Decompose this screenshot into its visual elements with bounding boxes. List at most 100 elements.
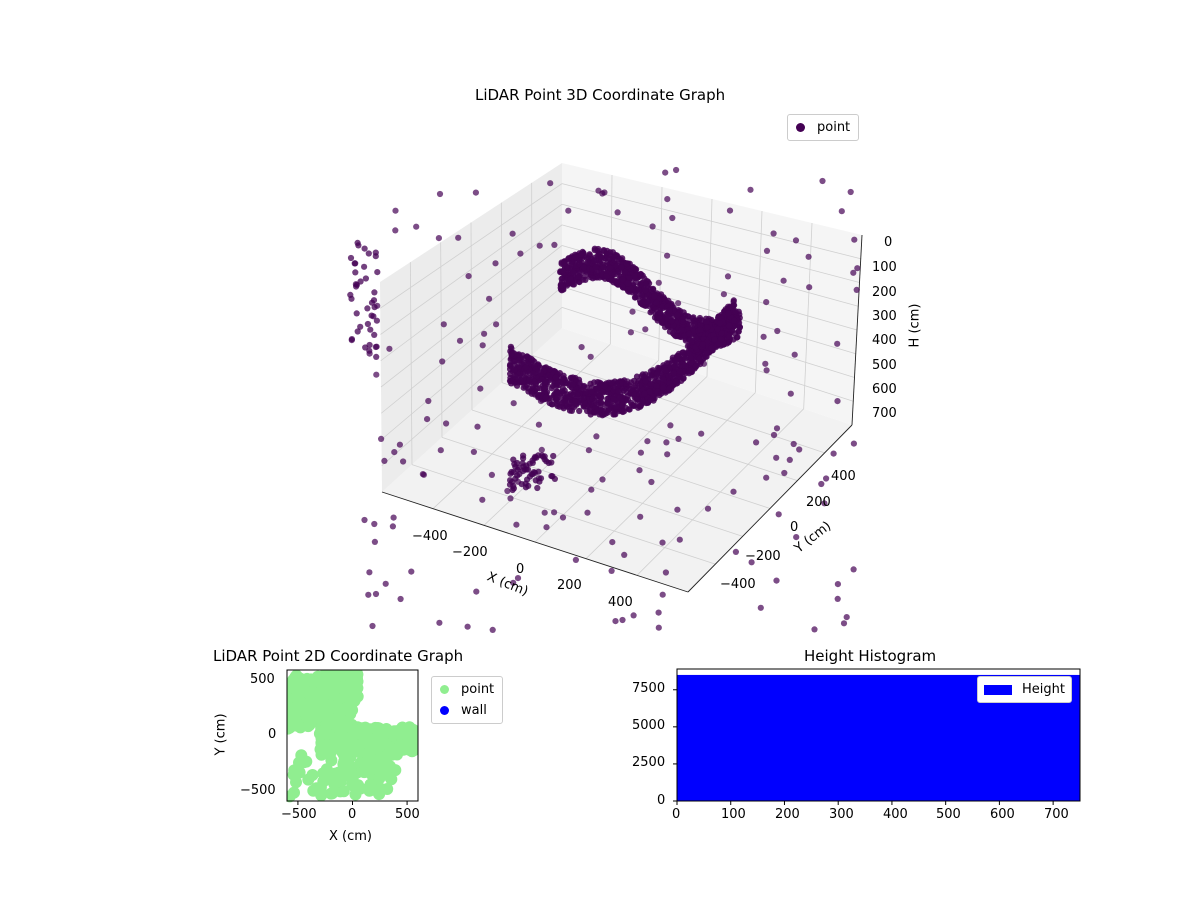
grid-line — [561, 224, 859, 307]
point-marker — [763, 474, 770, 481]
legend-2d: point wall — [431, 676, 504, 724]
point-marker — [662, 169, 669, 176]
point-marker — [792, 237, 800, 244]
point-marker — [477, 385, 484, 392]
point-marker — [664, 323, 672, 330]
point-marker — [685, 330, 693, 337]
point-marker — [596, 260, 604, 267]
point-marker — [576, 279, 583, 286]
point-marker — [392, 207, 399, 214]
point-marker — [592, 397, 600, 404]
point-marker — [286, 713, 299, 726]
point-marker — [580, 264, 588, 271]
point-marker — [390, 514, 397, 521]
point-marker — [529, 457, 536, 464]
point-marker — [680, 316, 687, 323]
point-marker — [504, 487, 511, 495]
point-marker — [763, 247, 771, 254]
point-marker — [636, 382, 643, 389]
point-marker — [361, 516, 368, 524]
point-marker — [840, 620, 848, 627]
point-marker — [697, 322, 704, 329]
grid-line — [381, 286, 563, 440]
point-marker — [510, 400, 517, 407]
point-marker — [647, 286, 654, 293]
plot-frame — [286, 669, 419, 802]
point-marker — [786, 456, 793, 463]
point-marker — [638, 373, 645, 380]
point-marker — [588, 388, 595, 395]
point-marker — [682, 355, 689, 362]
point-marker — [583, 388, 590, 396]
point-marker — [517, 377, 524, 384]
legend-marker — [440, 706, 449, 715]
point-marker — [542, 394, 549, 401]
point-marker — [386, 345, 393, 352]
point-marker — [774, 327, 781, 335]
point-marker — [610, 396, 617, 403]
point-marker — [636, 467, 643, 474]
x-tick-label: −200 — [452, 545, 488, 560]
point-marker — [630, 390, 637, 398]
point-marker — [353, 310, 360, 317]
y-tick-label: 2500 — [632, 755, 666, 770]
point-marker — [619, 276, 626, 283]
point-marker — [697, 326, 704, 333]
point-marker — [337, 785, 350, 798]
point-marker — [762, 360, 769, 367]
point-marker — [664, 196, 671, 203]
point-marker — [618, 264, 625, 271]
point-marker — [657, 309, 664, 316]
point-marker — [354, 328, 361, 335]
point-marker — [587, 353, 594, 360]
point-marker — [541, 509, 548, 516]
point-marker — [616, 394, 623, 401]
z-tick-label: 600 — [872, 382, 897, 397]
point-marker — [625, 280, 632, 287]
point-marker — [666, 307, 673, 314]
point-marker — [598, 254, 605, 261]
z-tick-label: 0 — [884, 235, 893, 250]
point-marker — [612, 618, 619, 625]
point-marker — [763, 367, 770, 374]
point-marker — [642, 287, 649, 294]
point-marker — [593, 269, 600, 276]
point-marker — [780, 277, 787, 284]
point-marker — [636, 297, 644, 305]
point-marker — [528, 355, 535, 362]
y-tick-label: −200 — [745, 549, 781, 564]
point-marker — [704, 324, 711, 331]
point-marker — [747, 186, 754, 193]
x-tick-label: 600 — [990, 807, 1015, 822]
point-marker — [337, 738, 350, 751]
point-marker — [307, 712, 320, 725]
point-marker — [660, 376, 667, 383]
point-marker — [572, 398, 579, 405]
point-marker — [515, 351, 523, 358]
point-marker — [599, 476, 606, 483]
point-marker — [655, 609, 662, 616]
point-marker — [641, 390, 648, 397]
point-marker — [704, 505, 712, 512]
clip-mask — [275, 670, 287, 801]
point-marker — [392, 227, 399, 234]
point-marker — [614, 209, 621, 216]
point-marker — [373, 353, 380, 360]
point-marker — [720, 291, 728, 298]
point-marker — [511, 460, 518, 468]
point-marker — [294, 721, 307, 734]
point-marker — [608, 379, 615, 386]
axis-line — [851, 234, 863, 426]
point-marker — [606, 265, 614, 272]
point-marker — [716, 320, 724, 327]
point-marker — [662, 569, 670, 576]
point-marker — [642, 378, 649, 385]
point-marker — [337, 721, 350, 733]
point-marker — [700, 360, 708, 367]
point-marker — [564, 391, 571, 398]
point-marker — [352, 260, 359, 267]
point-marker — [465, 273, 472, 280]
point-marker — [572, 254, 580, 261]
point-marker — [674, 311, 681, 319]
point-marker — [655, 364, 662, 371]
